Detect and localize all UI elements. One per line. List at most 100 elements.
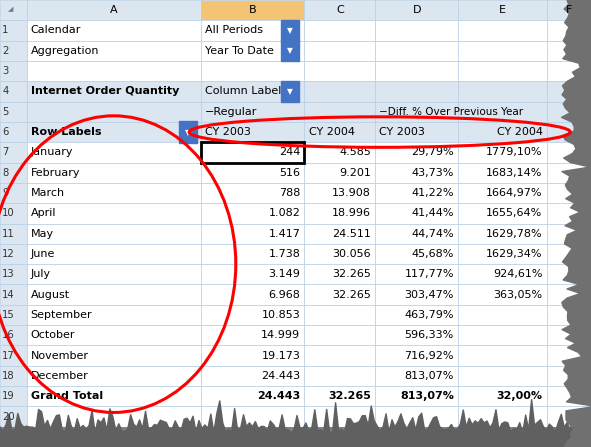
Bar	[0, 406, 27, 427]
Bar	[201, 183, 304, 203]
Bar	[547, 41, 591, 61]
Text: 363,05%: 363,05%	[493, 290, 543, 299]
Text: Row Labels: Row Labels	[31, 127, 101, 137]
Text: 2: 2	[2, 46, 9, 56]
Text: D: D	[413, 5, 421, 15]
Bar	[0, 244, 27, 264]
Bar	[375, 244, 458, 264]
Bar	[27, 101, 201, 122]
Text: 1.082: 1.082	[268, 208, 300, 218]
Bar	[458, 325, 547, 346]
Text: Column Labels: Column Labels	[205, 86, 287, 97]
Bar	[201, 0, 304, 20]
Bar	[0, 203, 27, 224]
Bar	[458, 366, 547, 386]
Text: E: E	[499, 5, 506, 15]
Bar	[27, 122, 201, 142]
Bar	[201, 122, 304, 142]
Bar	[304, 61, 375, 81]
Text: ▼: ▼	[287, 87, 293, 96]
Text: 716,92%: 716,92%	[404, 350, 454, 361]
Bar	[375, 386, 458, 406]
Text: Year To Date: Year To Date	[205, 46, 274, 56]
Text: Calendar: Calendar	[31, 25, 81, 35]
Bar	[27, 61, 201, 81]
Text: 463,79%: 463,79%	[404, 310, 454, 320]
Bar	[547, 142, 591, 163]
Text: 19.173: 19.173	[261, 350, 300, 361]
Text: 24.511: 24.511	[332, 229, 371, 239]
Bar	[547, 0, 591, 20]
Bar	[304, 224, 375, 244]
Bar	[458, 346, 547, 366]
Text: Grand Total: Grand Total	[31, 391, 103, 401]
Text: 1779,10%: 1779,10%	[486, 148, 543, 157]
Bar	[304, 386, 375, 406]
Text: Aggregation: Aggregation	[31, 46, 99, 56]
Text: −Diff. % Over Previous Year: −Diff. % Over Previous Year	[379, 107, 524, 117]
Bar	[547, 163, 591, 183]
Text: ◢: ◢	[8, 6, 13, 12]
Text: 7: 7	[2, 148, 9, 157]
Bar	[375, 41, 458, 61]
Bar	[547, 81, 591, 101]
Bar	[304, 142, 375, 163]
Bar	[27, 366, 201, 386]
Bar	[27, 163, 201, 183]
Bar	[375, 122, 458, 142]
Bar	[201, 163, 304, 183]
Text: December: December	[31, 371, 89, 381]
Bar	[547, 366, 591, 386]
Bar	[304, 101, 375, 122]
Text: 1655,64%: 1655,64%	[486, 208, 543, 218]
Text: 1629,34%: 1629,34%	[486, 249, 543, 259]
Bar	[0, 305, 27, 325]
Text: 11: 11	[2, 229, 15, 239]
Bar	[547, 183, 591, 203]
Bar	[458, 224, 547, 244]
Text: 1.738: 1.738	[268, 249, 300, 259]
Text: 18: 18	[2, 371, 15, 381]
Bar	[27, 20, 201, 41]
Bar	[547, 20, 591, 41]
Text: B: B	[249, 5, 256, 15]
Bar	[0, 101, 27, 122]
Text: 13: 13	[2, 269, 15, 279]
Bar	[375, 406, 458, 427]
Bar	[27, 41, 201, 61]
Bar	[547, 61, 591, 81]
Bar	[304, 81, 375, 101]
Bar	[547, 203, 591, 224]
Bar	[458, 183, 547, 203]
Text: 9: 9	[2, 188, 9, 198]
Bar	[201, 366, 304, 386]
Text: 30.056: 30.056	[333, 249, 371, 259]
Text: 3.149: 3.149	[268, 269, 300, 279]
Bar	[27, 183, 201, 203]
Text: ▼: ▼	[287, 26, 293, 35]
Text: 32.265: 32.265	[332, 290, 371, 299]
Text: 19: 19	[2, 391, 15, 401]
Bar	[0, 163, 27, 183]
Bar	[304, 41, 375, 61]
Text: 41,22%: 41,22%	[411, 188, 454, 198]
Bar	[375, 101, 458, 122]
Text: 29,79%: 29,79%	[411, 148, 454, 157]
Bar	[304, 325, 375, 346]
Text: 6.968: 6.968	[268, 290, 300, 299]
Text: 813,07%: 813,07%	[404, 371, 454, 381]
Bar	[304, 406, 375, 427]
Text: 924,61%: 924,61%	[493, 269, 543, 279]
Bar	[547, 224, 591, 244]
Text: November: November	[31, 350, 89, 361]
Bar	[0, 325, 27, 346]
Text: September: September	[31, 310, 92, 320]
Text: 14: 14	[2, 290, 15, 299]
Bar	[201, 406, 304, 427]
Bar	[304, 203, 375, 224]
Bar	[201, 142, 304, 163]
Bar	[458, 0, 547, 20]
Bar	[375, 284, 458, 305]
Bar	[304, 122, 375, 142]
Bar	[201, 20, 304, 41]
